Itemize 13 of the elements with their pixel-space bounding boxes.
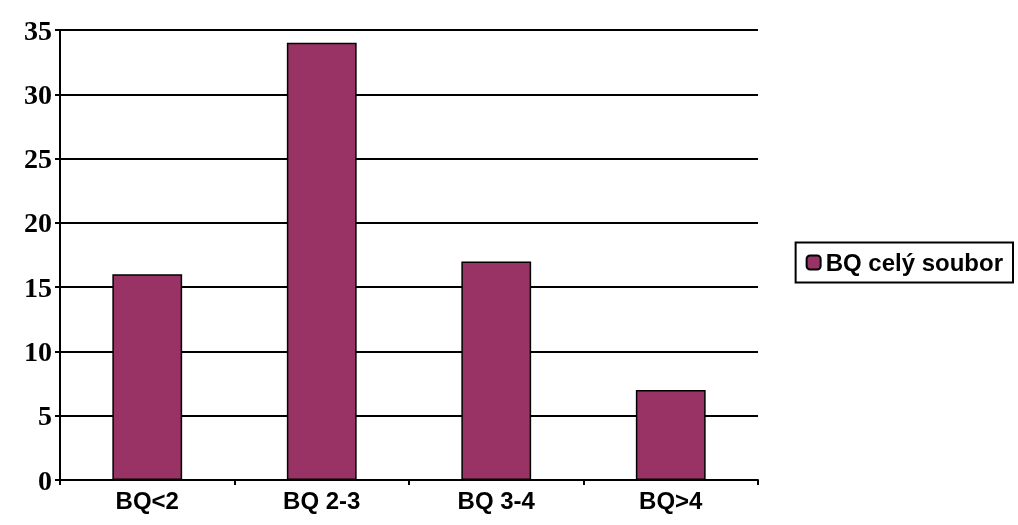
y-tick-label: 0 xyxy=(38,464,52,496)
x-tick-label: BQ>4 xyxy=(639,486,704,514)
y-tick-label: 25 xyxy=(24,143,52,175)
y-tick-label: 20 xyxy=(24,207,52,239)
x-tick-label: BQ 2-3 xyxy=(283,486,361,514)
y-tick-label: 10 xyxy=(24,335,52,367)
legend-label: BQ celý soubor xyxy=(825,249,1003,276)
y-tick-label: 15 xyxy=(24,271,52,303)
x-tick-label: BQ<2 xyxy=(115,486,179,514)
y-tick-label: 5 xyxy=(38,400,52,432)
x-tick-label: BQ 3-4 xyxy=(457,486,536,514)
y-tick-label: 35 xyxy=(24,14,52,46)
y-tick-label: 30 xyxy=(24,78,52,110)
